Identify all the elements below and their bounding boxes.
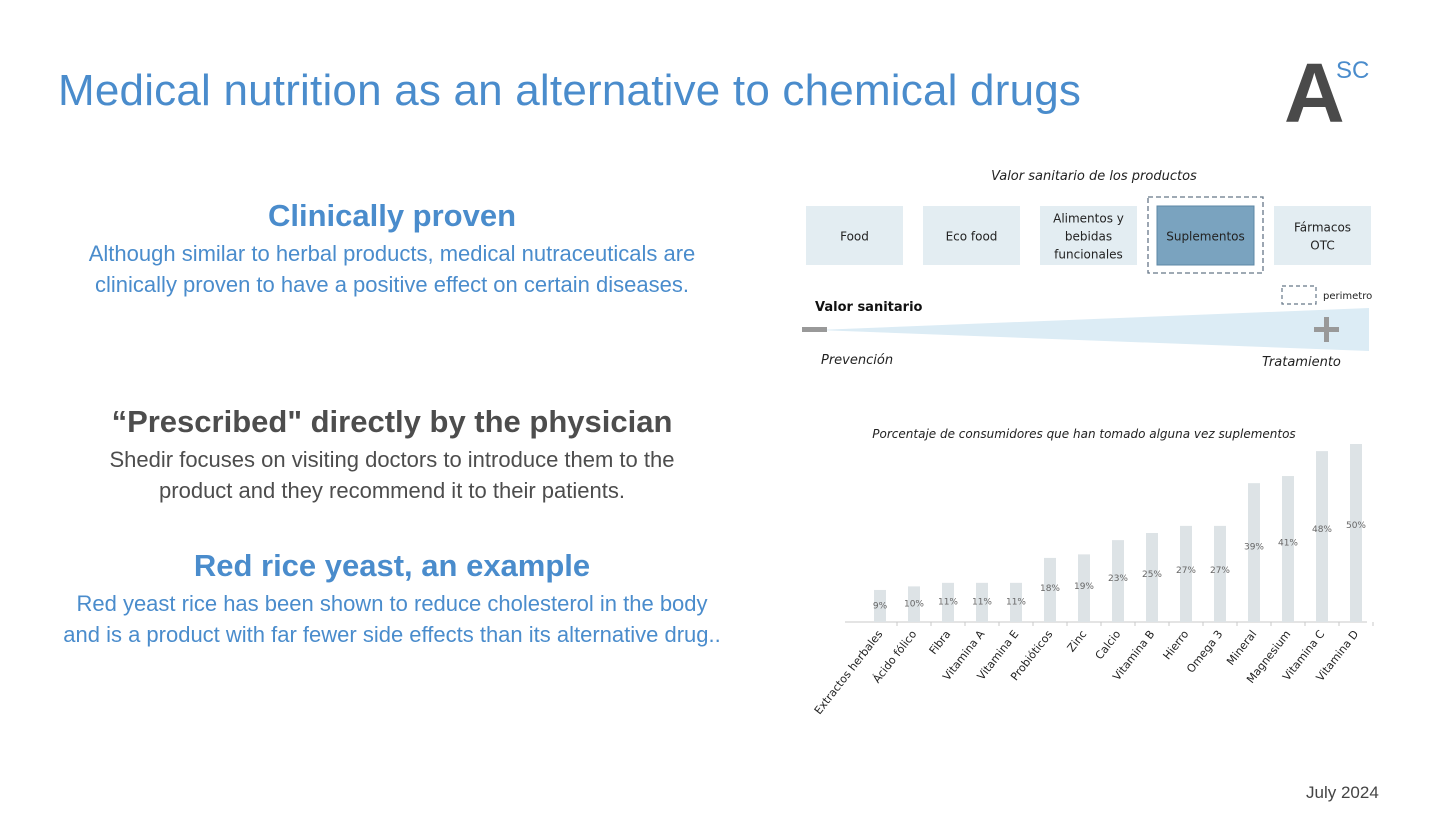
category-box-fill [806, 206, 903, 265]
section-body: Shedir focuses on visiting doctors to in… [109, 447, 675, 503]
section-clinically-proven: Clinically proven Although similar to he… [60, 198, 724, 300]
bar-data-label: 23% [1108, 574, 1128, 584]
x-tick-label: Omega 3 [1184, 628, 1225, 676]
perimeter-outline [1147, 196, 1264, 274]
bar [1146, 533, 1158, 622]
minus-icon [802, 327, 827, 332]
section-heading: Clinically proven [267, 198, 517, 233]
x-tick-label: Calcio [1093, 628, 1124, 662]
perimeter-legend-swatch [1281, 285, 1317, 305]
bar-data-label: 9% [873, 601, 888, 611]
bar [1350, 444, 1362, 622]
plus-icon [1314, 317, 1339, 342]
section-heading: “Prescribed" directly by the physician [111, 404, 673, 439]
health-value-wedge [817, 308, 1369, 351]
x-tick-label: Mineral [1224, 628, 1259, 668]
bar [874, 589, 886, 622]
x-tick-label: Zinc [1065, 628, 1090, 655]
supplements-bar-chart: Porcentaje de consumidores que han tomad… [812, 427, 1374, 717]
bar-data-label: 48% [1312, 525, 1332, 535]
category-box: Eco food [923, 206, 1020, 265]
category-label: funcionales [1054, 248, 1123, 262]
bar [1248, 483, 1260, 622]
bar-data-label: 39% [1244, 543, 1264, 553]
bar-data-label: 27% [1176, 566, 1196, 576]
perimeter-legend-label: perimetro [1323, 291, 1372, 302]
bar [1112, 540, 1124, 622]
bar-data-label: 18% [1040, 584, 1060, 594]
diagram-title: Valor sanitario de los productos [991, 169, 1197, 184]
category-label: Food [840, 230, 869, 244]
bar-data-label: 11% [972, 597, 992, 607]
prevention-label: Prevención [821, 353, 893, 368]
section-prescribed: “Prescribed" directly by the physician S… [60, 404, 724, 506]
logo-superscript: SC [1336, 57, 1369, 84]
bar [1010, 582, 1022, 622]
treatment-label: Tratamiento [1262, 355, 1341, 370]
bar-data-label: 10% [904, 599, 924, 609]
chart-title: Porcentaje de consumidores que han tomad… [872, 427, 1295, 441]
section-body: Red yeast rice has been shown to reduce … [63, 591, 721, 647]
section-body: Although similar to herbal products, med… [88, 241, 696, 297]
category-box-fill [1040, 206, 1137, 265]
category-label: Eco food [946, 230, 998, 244]
category-box: Food [806, 206, 903, 265]
category-label: Suplementos [1166, 230, 1245, 244]
logo-letter: A [1284, 56, 1345, 126]
bar-data-label: 41% [1278, 539, 1298, 549]
bar-data-label: 25% [1142, 570, 1162, 580]
bar [942, 582, 954, 622]
bar [1316, 451, 1328, 622]
bar [1214, 525, 1226, 622]
axis-label: Valor sanitario [815, 300, 923, 315]
bar [1044, 557, 1056, 622]
category-label: bebidas [1065, 230, 1112, 244]
bar-data-label: 27% [1210, 566, 1230, 576]
category-box-fill [923, 206, 1020, 265]
category-box: Suplementos [1147, 196, 1264, 274]
bar [1282, 476, 1294, 622]
category-boxes: Food Eco food Alimentos y bebidas funcionale… [806, 196, 1371, 274]
category-box: Fármacos OTC [1274, 206, 1371, 265]
company-logo: A SC [1284, 56, 1369, 126]
bar [1180, 525, 1192, 622]
category-box-fill [1156, 205, 1255, 266]
health-value-diagram: Valor sanitario de los productos Food Eco… [802, 169, 1372, 370]
bar-data-label: 19% [1074, 582, 1094, 592]
category-box: Alimentos y bebidas funcionales [1040, 206, 1137, 265]
category-box-fill [1274, 206, 1371, 265]
bar-data-label: 11% [938, 597, 958, 607]
page-title: Medical nutrition as an alternative to c… [58, 66, 1082, 115]
slide-date: July 2024 [1306, 783, 1379, 802]
x-tick-label: Fibra [927, 628, 954, 657]
category-label: Alimentos y [1053, 212, 1124, 226]
bar-data-label: 11% [1006, 597, 1026, 607]
bar [908, 586, 920, 622]
x-tick-label: Hierro [1161, 628, 1192, 663]
section-red-rice-yeast: Red rice yeast, an example Red yeast ric… [60, 548, 724, 650]
category-label: Fármacos [1294, 221, 1351, 235]
bar [1078, 554, 1090, 622]
bar [976, 582, 988, 622]
category-label: OTC [1310, 239, 1334, 253]
bar-data-label: 50% [1346, 521, 1366, 531]
section-heading: Red rice yeast, an example [193, 548, 591, 583]
